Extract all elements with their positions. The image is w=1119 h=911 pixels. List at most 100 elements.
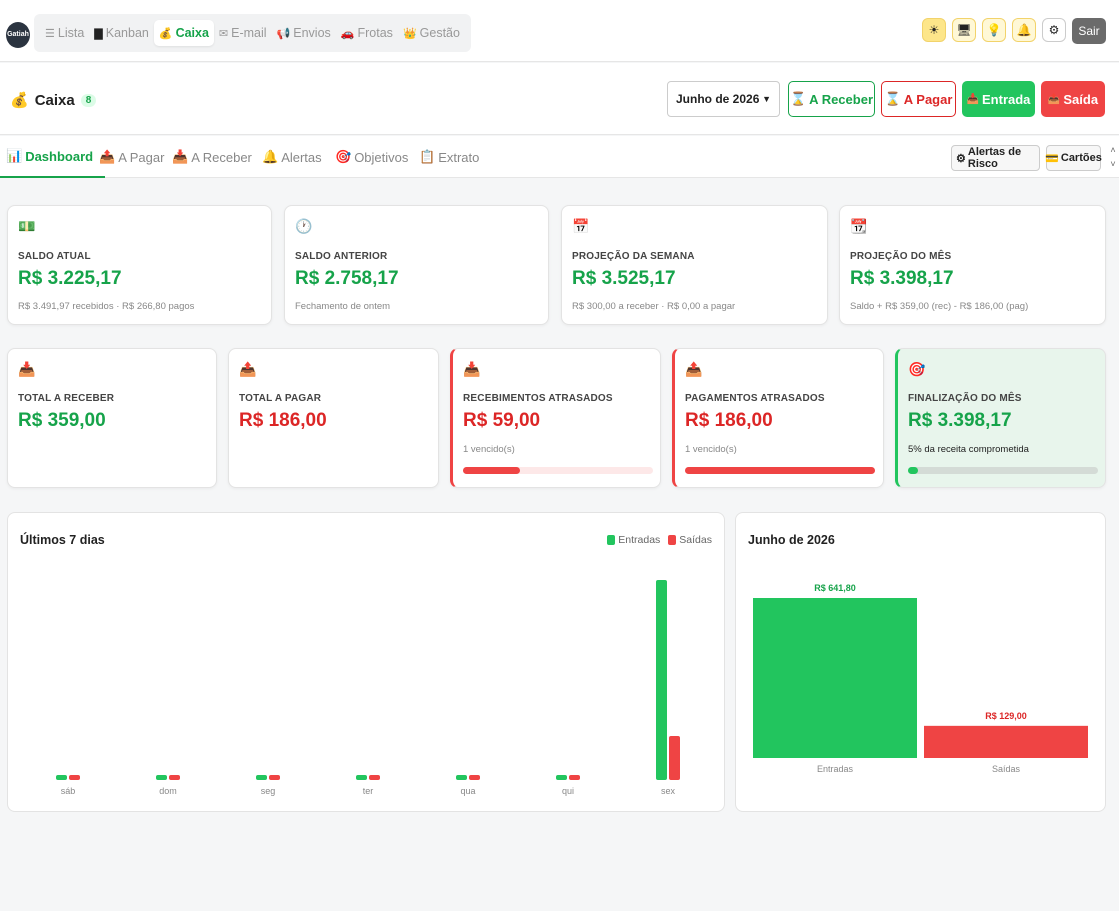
tab-objetivos[interactable]: 🎯 Objetivos	[335, 136, 408, 178]
megaphone-icon: 📢	[276, 27, 291, 40]
bar-entradas	[556, 775, 567, 780]
a-pagar-button[interactable]: ⌛ A Pagar	[881, 81, 956, 117]
card-value: R$ 3.398,17	[908, 410, 1012, 431]
nav-item-lista[interactable]: ☰ Lista	[40, 20, 89, 46]
progress-bar	[463, 467, 653, 474]
card-value: R$ 2.758,17	[295, 268, 399, 289]
month-select[interactable]: Junho de 2026 ▼	[667, 81, 780, 117]
a-receber-button-label: A Receber	[809, 91, 873, 107]
crown-icon: 👑	[402, 27, 417, 40]
logout-button[interactable]: Sair	[1072, 18, 1106, 44]
bar-entradas	[56, 775, 67, 780]
card-value: R$ 359,00	[18, 410, 106, 431]
chevron-up-icon[interactable]: ˄	[1110, 145, 1116, 155]
card-label: PAGAMENTOS ATRASADOS	[685, 393, 825, 404]
cards-button[interactable]: 💳 Cartões	[1045, 145, 1102, 171]
hourglass-icon: ⌛	[884, 91, 901, 106]
bar-saidas	[169, 775, 180, 780]
outbox-icon: 📤	[239, 361, 257, 377]
cards-label: Cartões	[1060, 152, 1102, 164]
a-receber-button[interactable]: ⌛ A Receber	[788, 81, 875, 117]
nav-item-gestao[interactable]: 👑 Gestão	[398, 20, 465, 46]
card-label: TOTAL A PAGAR	[239, 393, 322, 404]
card-subtext: 1 vencido(s)	[463, 444, 515, 455]
main-nav: ☰ Lista ▇ Kanban 💰 Caixa ✉ E-mail 📢 Envios 🚗 F…	[34, 14, 471, 52]
card-value: R$ 3.525,17	[572, 268, 676, 289]
inbox-icon: 📥	[966, 93, 980, 105]
data-label: R$ 129,00	[985, 711, 1027, 721]
clock-icon: 🕐	[295, 218, 313, 234]
top-navbar: Gatiah ☰ Lista ▇ Kanban 💰 Caixa ✉ E-mail 📢 En…	[0, 0, 1119, 62]
target-icon: 🎯	[335, 149, 352, 164]
nav-item-label: Frotas	[357, 26, 393, 40]
gear-icon[interactable]: ⚙	[1042, 18, 1066, 42]
tabs-scroll-arrows[interactable]: ˄ ˅	[1107, 136, 1119, 178]
calendar-icon: 📅	[572, 218, 590, 234]
monitor-icon[interactable]: 🖥	[952, 18, 976, 42]
nav-item-kanban[interactable]: ▇ Kanban	[89, 20, 154, 46]
bar-entradas	[356, 775, 367, 780]
chevron-down-icon[interactable]: ˅	[1110, 159, 1116, 169]
x-tick-label: sex	[661, 786, 676, 796]
bar-entradas	[156, 775, 167, 780]
nav-item-label: Caixa	[175, 26, 209, 40]
legend-entradas: Entradas	[607, 534, 660, 546]
lightbulb-icon[interactable]: 💡	[982, 18, 1006, 42]
page-title: 💰 Caixa 8	[10, 91, 97, 109]
money-icon: 💵	[18, 218, 36, 234]
chart-ultimos-7-dias: Últimos 7 dias Entradas Saídas sáb dom seg…	[7, 512, 725, 812]
progress-fill	[463, 467, 520, 474]
saida-button[interactable]: 📤 Saída	[1041, 81, 1105, 117]
x-tick-label: dom	[159, 786, 177, 796]
legend-saidas: Saídas	[668, 534, 712, 546]
tab-a-receber[interactable]: 📥 A Receber	[172, 136, 252, 178]
app-logo[interactable]: Gatiah	[6, 22, 30, 48]
card-label: PROJEÇÃO DA SEMANA	[572, 251, 695, 262]
outbox-icon: 📤	[685, 361, 703, 377]
nav-item-label: Envios	[293, 26, 331, 40]
theme-toggle-icon[interactable]: ☀	[922, 18, 946, 42]
chart-title: Últimos 7 dias	[20, 533, 105, 547]
chart-icon: 📊	[6, 148, 23, 163]
risk-alerts-button[interactable]: ⚙ Alertas de Risco	[951, 145, 1040, 171]
x-tick-label: qui	[562, 786, 574, 796]
card-label: RECEBIMENTOS ATRASADOS	[463, 393, 613, 404]
tab-label: Dashboard	[25, 148, 94, 164]
x-tick-label: Entradas	[817, 764, 854, 774]
entrada-button[interactable]: 📥 Entrada	[962, 81, 1035, 117]
card-finalizacao-mes: 🎯 FINALIZAÇÃO DO MÊS R$ 3.398,17 5% da r…	[895, 348, 1106, 488]
list-icon: ☰	[45, 27, 55, 40]
nav-item-label: Lista	[57, 26, 85, 40]
mail-icon: ✉	[218, 27, 229, 40]
tab-alertas[interactable]: 🔔 Alertas	[262, 136, 322, 178]
bar-saidas	[469, 775, 480, 780]
clipboard-icon: 📋	[419, 149, 436, 164]
bell-icon[interactable]: 🔔	[1012, 18, 1036, 42]
x-tick-label: Saídas	[992, 764, 1021, 774]
card-total-pagar: 📤 TOTAL A PAGAR R$ 186,00	[228, 348, 439, 488]
nav-item-frotas[interactable]: 🚗 Frotas	[336, 20, 398, 46]
saida-button-label: Saída	[1063, 91, 1099, 107]
card-subtext: Fechamento de ontem	[295, 301, 391, 312]
tab-a-pagar[interactable]: 📤 A Pagar	[99, 136, 164, 178]
tab-dashboard[interactable]: 📊 Dashboard	[0, 136, 106, 178]
chart-junho-2026: Junho de 2026 R$ 641,80 Entradas R$ 129,00…	[735, 512, 1106, 812]
card-value: R$ 186,00	[685, 410, 773, 431]
car-icon: 🚗	[340, 27, 355, 40]
a-pagar-button-label: A Pagar	[903, 91, 953, 107]
gear-icon: ⚙	[956, 152, 966, 165]
progress-fill	[908, 467, 918, 474]
card-saldo-anterior: 🕐 SALDO ANTERIOR R$ 2.758,17 Fechamento …	[284, 205, 549, 325]
tab-extrato[interactable]: 📋 Extrato	[419, 136, 479, 178]
inbox-icon: 📥	[463, 361, 481, 377]
nav-item-email[interactable]: ✉ E-mail	[214, 20, 272, 46]
card-recebimentos-atrasados: 📥 RECEBIMENTOS ATRASADOS R$ 59,00 1 venc…	[450, 348, 661, 488]
inbox-icon: 📥	[18, 361, 36, 377]
risk-alerts-label: Alertas de Risco	[967, 146, 1022, 170]
nav-item-label: E-mail	[231, 26, 267, 40]
card-total-receber: 📥 TOTAL A RECEBER R$ 359,00	[7, 348, 217, 488]
nav-item-envios[interactable]: 📢 Envios	[272, 20, 336, 46]
nav-item-caixa[interactable]: 💰 Caixa	[153, 20, 214, 46]
money-bag-icon: 💰	[10, 92, 29, 109]
tab-label: Extrato	[438, 149, 480, 165]
